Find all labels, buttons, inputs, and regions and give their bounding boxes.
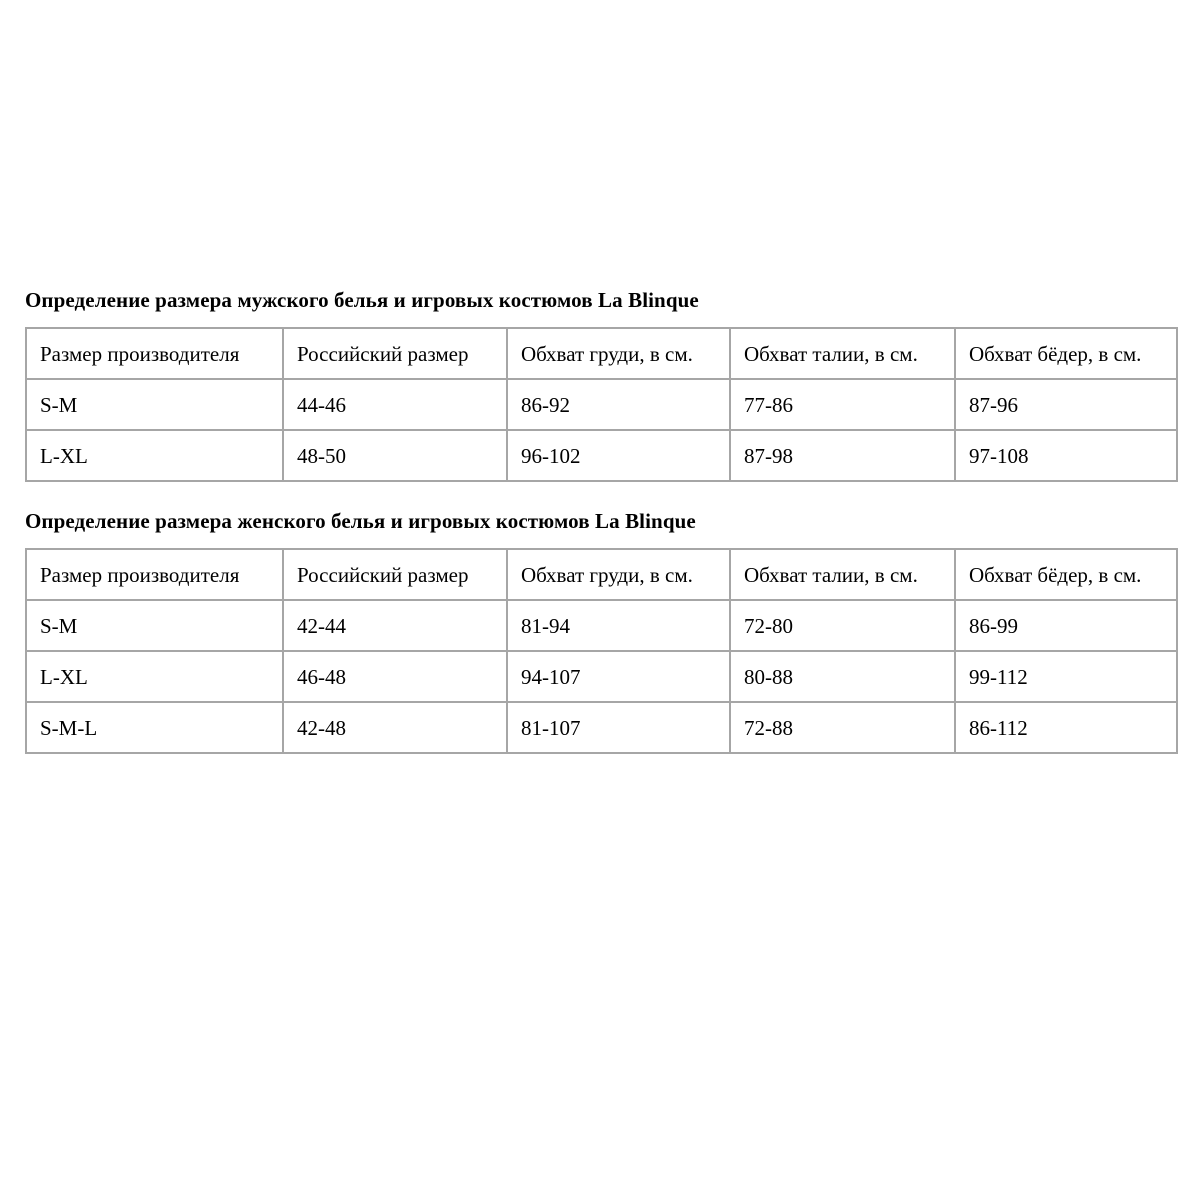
cell-manufacturer-size: L-XL <box>26 651 284 703</box>
column-header-waist: Обхват талии, в см. <box>730 328 956 380</box>
column-header-russian-size: Российский размер <box>283 549 508 601</box>
cell-chest: 86-92 <box>507 379 731 431</box>
column-header-waist: Обхват талии, в см. <box>730 549 956 601</box>
column-header-hips: Обхват бёдер, в см. <box>955 328 1177 380</box>
cell-manufacturer-size: S-M <box>26 600 284 652</box>
womens-table-header: Размер производителя Российский размер О… <box>26 549 1177 601</box>
womens-size-chart-title: Определение размера женского белья и игр… <box>25 509 696 533</box>
table-header-row: Размер производителя Российский размер О… <box>26 549 1177 601</box>
table-row: S-M 44-46 86-92 77-86 87-96 <box>26 379 1177 431</box>
cell-hips: 86-112 <box>969 715 1028 740</box>
column-header-russian-size: Российский размер <box>283 328 508 380</box>
column-header-hips: Обхват бёдер, в см. <box>955 549 1177 601</box>
mens-size-chart-title: Определение размера мужского белья и игр… <box>25 288 699 312</box>
table-row: S-M 42-44 81-94 72-80 86-99 <box>26 600 1177 652</box>
cell-manufacturer-size: S-M-L <box>26 702 284 753</box>
cell-waist: 80-88 <box>730 651 956 703</box>
cell-chest: 94-107 <box>507 651 731 703</box>
cell-chest: 96-102 <box>507 430 731 481</box>
cell-russian-size: 48-50 <box>283 430 508 481</box>
column-header-manufacturer-size: Размер производителя <box>26 549 284 601</box>
womens-size-table: Размер производителя Российский размер О… <box>25 548 1178 754</box>
cell-waist: 87-98 <box>730 430 956 481</box>
cell-russian-size: 42-48 <box>283 702 508 753</box>
cell-manufacturer-size: L-XL <box>26 430 284 481</box>
cell-waist: 72-88 <box>730 702 956 753</box>
column-header-chest: Обхват груди, в см. <box>507 328 731 380</box>
mens-table-header: Размер производителя Российский размер О… <box>26 328 1177 380</box>
mens-size-table: Размер производителя Российский размер О… <box>25 327 1178 482</box>
cell-hips: 99-112 <box>955 651 1177 703</box>
cell-waist: 77-86 <box>730 379 956 431</box>
mens-table-body: S-M 44-46 86-92 77-86 87-96 L-XL 48-50 9… <box>26 379 1177 481</box>
cell-manufacturer-size: S-M <box>26 379 284 431</box>
table-row: S-M-L 42-48 81-107 72-88 86-112 <box>26 702 1177 753</box>
table-row: L-XL 48-50 96-102 87-98 97-108 <box>26 430 1177 481</box>
womens-table-body: S-M 42-44 81-94 72-80 86-99 L-XL 46-48 9… <box>26 600 1177 753</box>
column-header-chest: Обхват груди, в см. <box>507 549 731 601</box>
cell-chest: 81-94 <box>507 600 731 652</box>
table-row: L-XL 46-48 94-107 80-88 99-112 <box>26 651 1177 703</box>
cell-waist: 72-80 <box>730 600 956 652</box>
cell-hips: 87-96 <box>955 379 1177 431</box>
column-header-manufacturer-size: Размер производителя <box>26 328 284 380</box>
table-header-row: Размер производителя Российский размер О… <box>26 328 1177 380</box>
cell-hips: 97-108 <box>969 443 1029 468</box>
cell-russian-size: 44-46 <box>283 379 508 431</box>
cell-hips: 86-99 <box>955 600 1177 652</box>
cell-russian-size: 42-44 <box>283 600 508 652</box>
cell-russian-size: 46-48 <box>283 651 508 703</box>
cell-chest: 81-107 <box>507 702 731 753</box>
size-chart-content: Определение размера мужского белья и игр… <box>25 287 1178 754</box>
